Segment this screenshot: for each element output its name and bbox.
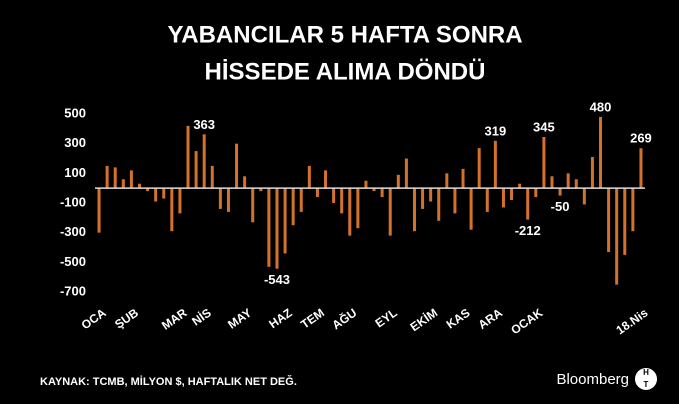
bar [623, 188, 627, 255]
bar [469, 188, 473, 230]
bar [251, 188, 255, 223]
value-label: 345 [533, 119, 555, 134]
bar [299, 188, 303, 212]
logo-circle [635, 368, 657, 390]
bar [315, 188, 319, 198]
bar [202, 134, 206, 189]
value-label: 480 [590, 99, 612, 114]
bar [275, 188, 279, 269]
bar [364, 180, 368, 189]
source-note: KAYNAK: TCMB, MİLYON $, HAFTALIK NET DEĞ… [40, 375, 297, 388]
bar [170, 188, 174, 232]
bar [162, 188, 166, 199]
bar [324, 170, 328, 189]
bar [582, 188, 586, 205]
bar [259, 188, 263, 192]
value-label: 269 [630, 131, 652, 146]
bar [340, 188, 344, 214]
bar [590, 157, 594, 189]
bar [146, 188, 150, 192]
bar [307, 165, 311, 189]
logo-letter: T [644, 380, 649, 389]
bar [518, 183, 522, 189]
bar [356, 188, 360, 229]
bar [639, 148, 643, 189]
value-label: -50 [551, 199, 570, 214]
bar [97, 188, 101, 233]
bar [615, 188, 619, 285]
bar [121, 179, 125, 189]
bar [574, 179, 578, 189]
bar [396, 174, 400, 189]
y-tick-label: -300 [60, 224, 86, 239]
bar [461, 168, 465, 189]
logo: H T [635, 368, 657, 390]
bar [534, 188, 538, 198]
bar [631, 188, 635, 232]
bar [429, 188, 433, 202]
bar [348, 188, 352, 236]
bar [526, 188, 530, 220]
bar [453, 188, 457, 214]
bar [226, 188, 230, 212]
value-label: -543 [264, 272, 290, 287]
y-tick-label: 100 [64, 165, 86, 180]
bar [477, 148, 481, 189]
bar [372, 188, 376, 192]
bar [501, 188, 505, 208]
bar [186, 125, 190, 189]
bar [607, 188, 611, 252]
bar [137, 183, 141, 189]
bar [485, 188, 489, 212]
bar [105, 165, 109, 189]
bar [493, 140, 497, 189]
chart-title: YABANCILAR 5 HAFTA SONRA [167, 21, 522, 48]
bar [421, 188, 425, 209]
bar [194, 151, 198, 189]
bar [129, 170, 133, 189]
y-tick-label: -100 [60, 194, 86, 209]
bar [404, 158, 408, 189]
y-tick-label: 500 [64, 105, 86, 120]
bar [154, 188, 158, 202]
value-label: 363 [193, 117, 215, 132]
bar [550, 176, 554, 189]
bar [235, 143, 239, 189]
y-tick-label: 300 [64, 135, 86, 150]
bar [243, 176, 247, 189]
bar [437, 188, 441, 221]
brand: Bloomberg [556, 371, 629, 388]
chart-title: HİSSEDE ALIMA DÖNDÜ [205, 58, 486, 85]
bar [218, 188, 222, 209]
bar [445, 173, 449, 189]
bar [267, 188, 271, 267]
bar [510, 188, 514, 201]
bar [412, 188, 416, 232]
bar [599, 116, 603, 189]
bar [283, 188, 287, 254]
bar [542, 136, 546, 189]
bar [210, 165, 214, 189]
bar [332, 188, 336, 203]
y-tick-label: -700 [60, 283, 86, 298]
bar [178, 188, 182, 214]
logo-letter: H [643, 368, 649, 377]
y-tick-label: -500 [60, 254, 86, 269]
bar [291, 188, 295, 226]
bar [566, 173, 570, 189]
bar [558, 188, 562, 196]
bar [388, 188, 392, 236]
value-label: -212 [515, 223, 541, 238]
bar [380, 188, 384, 198]
bar [113, 167, 117, 189]
value-label: 319 [485, 123, 507, 138]
